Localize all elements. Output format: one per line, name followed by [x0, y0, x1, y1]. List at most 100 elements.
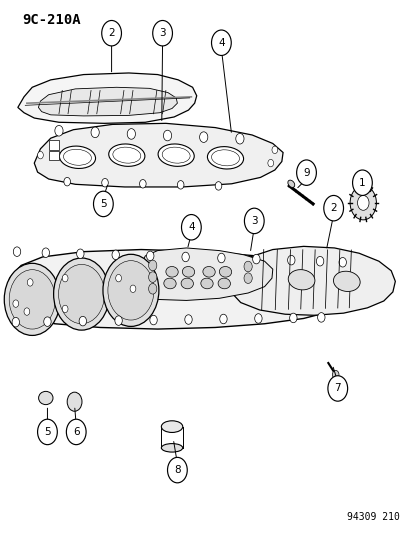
Text: 4: 4 [188, 222, 194, 232]
Ellipse shape [332, 271, 359, 292]
Circle shape [103, 254, 159, 326]
Circle shape [42, 248, 50, 257]
Text: 94309 210: 94309 210 [347, 512, 399, 522]
Circle shape [211, 30, 231, 55]
Text: 1: 1 [358, 177, 365, 188]
Circle shape [91, 127, 99, 138]
Circle shape [66, 419, 86, 445]
Circle shape [163, 130, 171, 141]
Circle shape [64, 177, 70, 186]
Circle shape [12, 317, 19, 327]
Polygon shape [34, 123, 282, 187]
Circle shape [215, 182, 221, 190]
Ellipse shape [109, 144, 145, 166]
Circle shape [38, 151, 43, 159]
Circle shape [13, 247, 21, 256]
Circle shape [219, 314, 227, 324]
Circle shape [327, 376, 347, 401]
Circle shape [44, 317, 51, 326]
Circle shape [148, 272, 157, 282]
Ellipse shape [161, 421, 182, 432]
Circle shape [62, 305, 68, 313]
Circle shape [271, 146, 277, 154]
Circle shape [115, 274, 121, 282]
Circle shape [243, 273, 252, 284]
Ellipse shape [202, 266, 215, 277]
Text: 3: 3 [159, 28, 166, 38]
Circle shape [67, 392, 82, 411]
Circle shape [112, 250, 119, 260]
Circle shape [152, 20, 172, 46]
Text: 9: 9 [302, 168, 309, 177]
Ellipse shape [219, 266, 231, 277]
Ellipse shape [218, 278, 230, 289]
Circle shape [289, 313, 297, 322]
Text: 2: 2 [330, 203, 336, 213]
Text: 4: 4 [218, 38, 224, 48]
Ellipse shape [180, 278, 193, 289]
Circle shape [102, 179, 108, 187]
FancyBboxPatch shape [49, 140, 59, 150]
Circle shape [332, 370, 338, 379]
Circle shape [267, 159, 273, 167]
Text: 5: 5 [100, 199, 107, 209]
Circle shape [148, 284, 157, 294]
Circle shape [349, 186, 375, 220]
Ellipse shape [63, 149, 91, 165]
Text: 7: 7 [334, 383, 340, 393]
Ellipse shape [207, 147, 243, 169]
Ellipse shape [113, 147, 140, 163]
Circle shape [252, 254, 259, 264]
Text: 8: 8 [173, 465, 180, 475]
Circle shape [79, 317, 86, 326]
Circle shape [55, 125, 63, 136]
Ellipse shape [166, 266, 178, 277]
Circle shape [338, 257, 346, 267]
Ellipse shape [38, 391, 53, 405]
Polygon shape [38, 87, 177, 116]
Ellipse shape [164, 278, 176, 289]
Circle shape [199, 132, 207, 142]
Circle shape [352, 170, 371, 196]
Circle shape [24, 308, 30, 316]
Circle shape [243, 261, 252, 272]
Polygon shape [5, 249, 355, 329]
Text: 2: 2 [108, 28, 115, 38]
Polygon shape [139, 248, 272, 301]
Polygon shape [230, 246, 394, 316]
Circle shape [317, 313, 324, 322]
Text: 6: 6 [73, 427, 79, 437]
Circle shape [115, 316, 122, 325]
Circle shape [181, 252, 189, 262]
Circle shape [108, 261, 154, 320]
Text: 5: 5 [44, 427, 51, 437]
Circle shape [127, 128, 135, 139]
Circle shape [150, 316, 157, 325]
Circle shape [167, 457, 187, 483]
Ellipse shape [182, 266, 194, 277]
Text: 9C-210A: 9C-210A [22, 13, 81, 27]
Circle shape [54, 258, 109, 330]
Circle shape [13, 300, 19, 308]
Circle shape [148, 260, 157, 271]
Circle shape [296, 160, 316, 185]
Ellipse shape [158, 144, 194, 166]
Circle shape [58, 264, 104, 324]
Circle shape [323, 196, 343, 221]
Ellipse shape [287, 180, 294, 188]
Circle shape [146, 251, 154, 261]
Circle shape [181, 215, 201, 240]
Circle shape [139, 180, 146, 188]
FancyBboxPatch shape [49, 151, 59, 160]
Circle shape [4, 263, 60, 335]
Ellipse shape [161, 443, 182, 452]
Circle shape [254, 314, 261, 323]
Circle shape [217, 253, 225, 263]
Circle shape [287, 255, 294, 265]
Circle shape [38, 419, 57, 445]
Circle shape [130, 285, 135, 293]
Ellipse shape [59, 146, 95, 168]
Polygon shape [18, 73, 196, 123]
Circle shape [184, 315, 192, 324]
Circle shape [93, 191, 113, 216]
